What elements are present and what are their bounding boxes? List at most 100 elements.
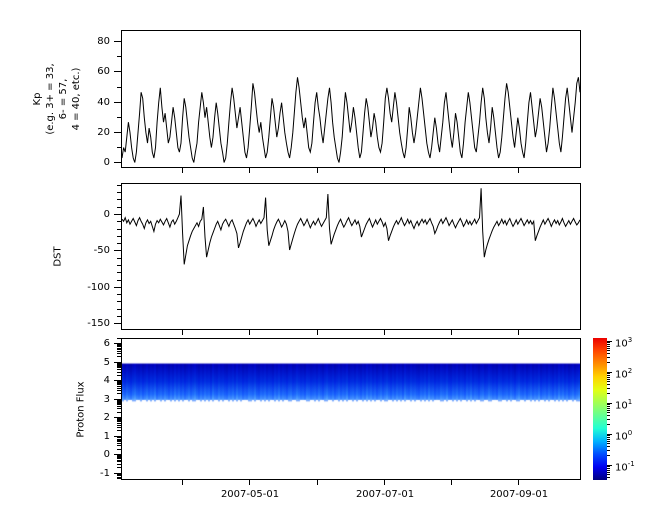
colorbar-tick-minor: [607, 384, 610, 385]
y-tick-minor: [117, 437, 121, 438]
y-tick-minor: [117, 221, 121, 222]
dst-line-series: [122, 188, 580, 265]
y-tick-minor: [117, 381, 121, 382]
y-tick: [114, 162, 121, 163]
colorbar-tick-exponent: 2: [627, 367, 633, 375]
colorbar-tick-minor: [607, 477, 610, 478]
colorbar-tick-minor: [607, 424, 610, 425]
y-tick: [114, 343, 121, 344]
y-tick-minor: [117, 366, 121, 367]
x-tick-label: 2007-07-01: [355, 489, 415, 500]
kp-axis-title-line: (e.g. 3+ = 33,: [45, 63, 56, 135]
y-tick-minor: [117, 423, 121, 424]
y-tick-minor: [117, 207, 121, 208]
y-tick-label: 6: [103, 338, 110, 349]
y-tick-minor: [117, 364, 121, 365]
x-tick: [518, 480, 519, 485]
colorbar-tick-minor: [607, 373, 610, 374]
y-tick-label: 80: [97, 36, 110, 47]
y-tick-minor: [117, 445, 121, 446]
y-tick-minor: [117, 421, 121, 422]
colorbar-tick-minor: [607, 468, 610, 469]
colorbar-tick-minor: [607, 375, 610, 376]
colorbar-tick-minor: [607, 353, 610, 354]
colorbar-tick-minor: [607, 455, 610, 456]
dst-axis-title: DST: [52, 217, 65, 297]
y-tick-minor: [117, 372, 121, 373]
colorbar-tick-minor: [607, 474, 610, 475]
y-tick-minor: [117, 401, 121, 402]
y-tick-minor: [117, 147, 121, 148]
y-tick-minor: [117, 309, 121, 310]
y-tick: [114, 436, 121, 437]
colorbar-tick-minor: [607, 348, 610, 349]
colorbar-tick-minor: [607, 472, 610, 473]
y-tick-label: 0: [103, 209, 110, 220]
y-tick-minor: [117, 388, 121, 389]
kp-line-series: [122, 77, 580, 163]
colorbar: [593, 338, 607, 480]
colorbar-tick-label: 102: [615, 367, 633, 381]
colorbar-tick-minor: [607, 388, 610, 389]
y-tick: [114, 102, 121, 103]
y-tick: [114, 132, 121, 133]
y-tick-label: 4: [103, 375, 110, 386]
y-tick-label: 0: [103, 449, 110, 460]
y-tick-minor: [117, 402, 121, 403]
colorbar-tick-minor: [607, 441, 610, 442]
y-tick-minor: [117, 443, 121, 444]
y-tick-minor: [117, 280, 121, 281]
y-tick: [114, 362, 121, 363]
x-tick: [249, 480, 250, 485]
y-tick-minor: [117, 473, 121, 474]
x-tick: [451, 480, 452, 485]
y-tick-minor: [117, 403, 121, 404]
y-tick-minor: [117, 199, 121, 200]
y-tick-label: 3: [103, 394, 110, 405]
y-tick-label: -150: [87, 318, 110, 329]
y-tick-minor: [117, 384, 121, 385]
colorbar-tick-minor: [607, 435, 610, 436]
y-tick-minor: [117, 440, 121, 441]
dst-panel: [121, 183, 581, 330]
colorbar-tick-minor: [607, 350, 610, 351]
colorbar-tick-minor: [607, 362, 610, 363]
y-tick-minor: [117, 418, 121, 419]
y-tick-minor: [117, 265, 121, 266]
x-tick: [182, 330, 183, 335]
colorbar-tick-minor: [607, 344, 610, 345]
x-tick: [182, 480, 183, 485]
y-tick-minor: [117, 393, 121, 394]
y-tick: [114, 41, 121, 42]
y-tick-minor: [117, 338, 121, 339]
y-tick: [114, 399, 121, 400]
y-tick-minor: [117, 345, 121, 346]
y-tick-minor: [117, 348, 121, 349]
proton-flux-panel: [121, 338, 581, 480]
dst-axis-title-line: DST: [52, 246, 64, 267]
y-tick-minor: [117, 369, 121, 370]
y-tick-label: 0: [103, 157, 110, 168]
x-tick: [249, 168, 250, 173]
y-tick-minor: [117, 353, 121, 354]
colorbar-tick-minor: [607, 406, 610, 407]
y-tick: [114, 323, 121, 324]
y-tick: [114, 250, 121, 251]
y-tick-minor: [117, 386, 121, 387]
colorbar-tick-exponent: -1: [627, 460, 635, 468]
x-tick: [384, 330, 385, 335]
y-tick-minor: [117, 475, 121, 476]
y-tick-minor: [117, 87, 121, 88]
y-tick-minor: [117, 460, 121, 461]
x-tick-label: 2007-09-01: [489, 489, 549, 500]
x-tick-label: 2007-05-01: [220, 489, 280, 500]
colorbar-tick-label: 10-1: [615, 460, 635, 474]
colorbar-tick-exponent: 0: [627, 429, 633, 437]
y-tick-minor: [117, 419, 121, 420]
y-tick-minor: [117, 351, 121, 352]
y-tick: [114, 380, 121, 381]
y-tick-minor: [117, 467, 121, 468]
colorbar-tick-minor: [607, 357, 610, 358]
y-tick-minor: [117, 382, 121, 383]
colorbar-tick-minor: [607, 381, 610, 382]
